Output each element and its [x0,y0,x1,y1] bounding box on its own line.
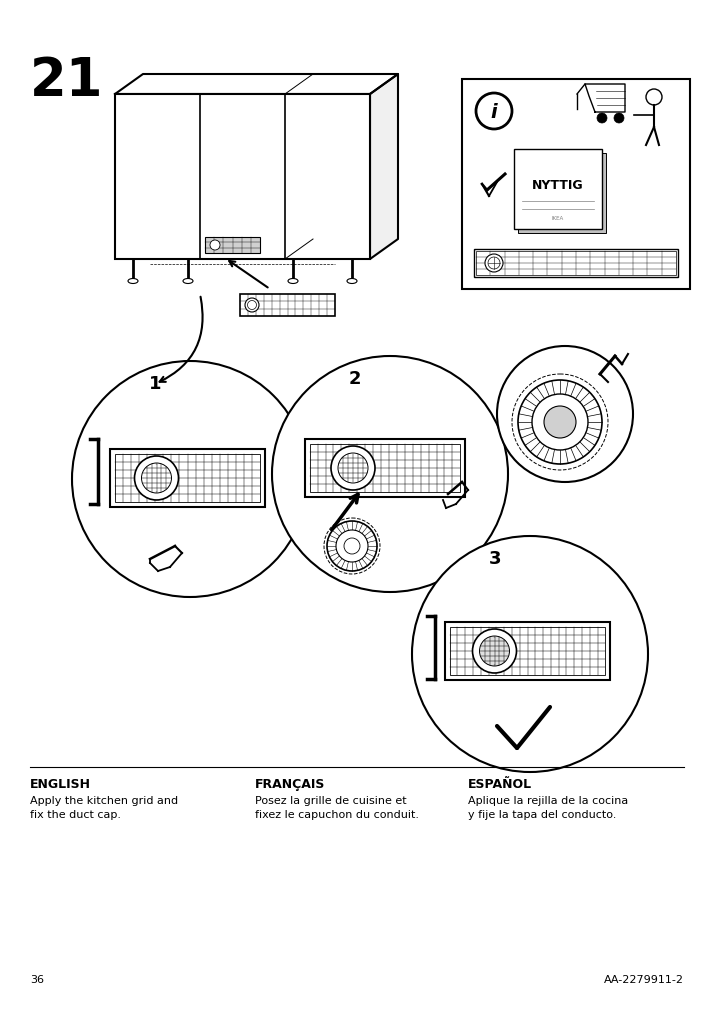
Text: Aplique la rejilla de la cocina
y fije la tapa del conducto.: Aplique la rejilla de la cocina y fije l… [468,796,628,819]
Bar [518,154,606,234]
Bar [205,238,260,254]
Bar [474,250,678,278]
Circle shape [614,114,624,124]
Bar [514,150,602,229]
Bar [240,295,335,316]
Circle shape [331,447,375,490]
Text: AA-2279911-2: AA-2279911-2 [604,974,684,984]
Ellipse shape [288,279,298,284]
Circle shape [141,463,171,493]
Circle shape [327,522,377,571]
Circle shape [473,630,516,673]
Text: FRANÇAIS: FRANÇAIS [255,777,326,791]
Circle shape [480,636,510,666]
Ellipse shape [183,279,193,284]
Text: IKEA: IKEA [552,215,564,220]
Circle shape [532,394,588,451]
Circle shape [597,114,607,124]
Circle shape [245,298,259,312]
Ellipse shape [347,279,357,284]
Circle shape [646,90,662,106]
Circle shape [412,537,648,772]
Circle shape [336,531,368,562]
Text: 1: 1 [149,375,161,392]
Text: 21: 21 [30,55,104,107]
Bar [476,252,676,276]
Text: 36: 36 [30,974,44,984]
Text: Apply the kitchen grid and
fix the duct cap.: Apply the kitchen grid and fix the duct … [30,796,178,819]
Circle shape [497,347,633,482]
Circle shape [544,406,576,439]
Circle shape [338,454,368,483]
Text: NYTTIG: NYTTIG [532,178,584,191]
Polygon shape [585,85,625,113]
Text: 2: 2 [348,370,361,387]
Circle shape [134,457,178,500]
Circle shape [476,94,512,129]
Bar [450,627,605,675]
Bar [115,95,370,260]
Circle shape [518,380,602,464]
Bar [110,450,265,508]
Circle shape [272,357,508,592]
Text: ENGLISH: ENGLISH [30,777,91,791]
Ellipse shape [128,279,138,284]
Text: Posez la grille de cuisine et
fixez le capuchon du conduit.: Posez la grille de cuisine et fixez le c… [255,796,419,819]
Text: i: i [491,102,498,121]
Text: ESPAÑOL: ESPAÑOL [468,777,532,791]
Bar [115,454,261,502]
Circle shape [485,255,503,273]
Bar [305,440,465,497]
Circle shape [210,241,220,251]
Polygon shape [370,75,398,260]
Bar [445,623,610,680]
Polygon shape [115,75,398,95]
Text: 3: 3 [489,549,501,567]
Bar [310,444,461,493]
Circle shape [72,362,308,598]
Bar [462,80,690,290]
